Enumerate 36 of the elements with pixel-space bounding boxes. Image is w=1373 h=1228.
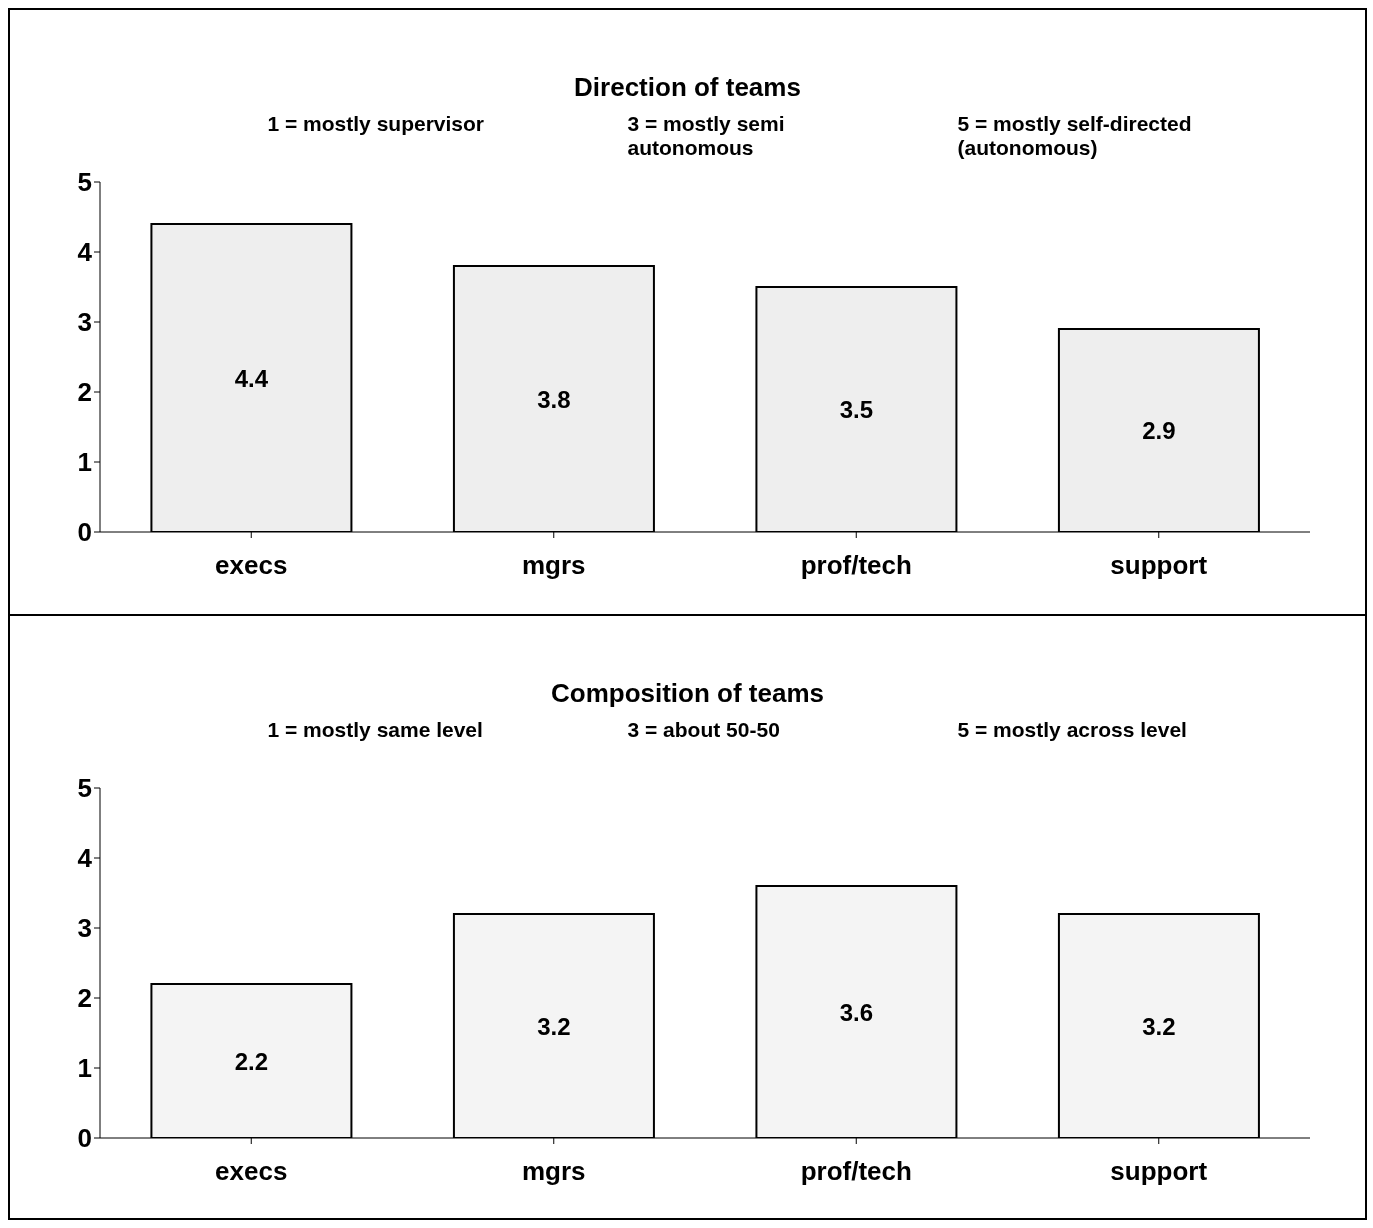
x-tick-label: support	[1110, 550, 1208, 581]
y-tick-label: 3	[77, 307, 92, 338]
y-tick-label: 0	[77, 517, 92, 548]
text: 1 = mostly supervisor	[267, 112, 485, 137]
x-tick-label: prof/tech	[800, 1156, 912, 1187]
data-label: 4.4	[234, 364, 269, 392]
chart-title: Composition of teams	[550, 677, 825, 710]
data-label: 3.5	[839, 396, 874, 424]
data-label: 3.8	[537, 385, 571, 413]
x-tick-label: execs	[215, 1156, 288, 1187]
y-tick-label: 1	[77, 1053, 92, 1084]
y-tick-label: 5	[77, 773, 92, 804]
chart-title: Direction of teams	[573, 71, 802, 104]
y-tick-label: 4	[77, 237, 93, 268]
y-tick-label: 3	[77, 913, 92, 944]
data-label: 3.2	[1142, 1012, 1176, 1040]
x-tick-label: execs	[215, 550, 288, 581]
x-tick-label: mgrs	[521, 1156, 586, 1187]
y-tick-label: 2	[77, 983, 92, 1014]
data-label: 3.6	[839, 998, 874, 1026]
y-tick-label: 4	[77, 843, 93, 874]
y-tick-label: 0	[77, 1123, 92, 1154]
data-label: 2.2	[234, 1047, 269, 1075]
data-label: 3.2	[537, 1012, 571, 1040]
text: 3 = about 50-50	[627, 718, 781, 743]
text: 5 = mostly across level	[957, 718, 1188, 743]
y-tick-label: 2	[77, 377, 92, 408]
y-tick-label: 1	[77, 447, 92, 478]
text: 3 = mostly semi autonomous	[627, 112, 786, 161]
data-label: 2.9	[1142, 417, 1176, 445]
text: 1 = mostly same level	[267, 718, 484, 743]
text: 5 = mostly self-directed (autonomous)	[957, 112, 1193, 161]
x-tick-label: support	[1110, 1156, 1208, 1187]
x-tick-label: prof/tech	[800, 550, 912, 581]
y-tick-label: 5	[77, 167, 92, 198]
x-tick-label: mgrs	[521, 550, 586, 581]
